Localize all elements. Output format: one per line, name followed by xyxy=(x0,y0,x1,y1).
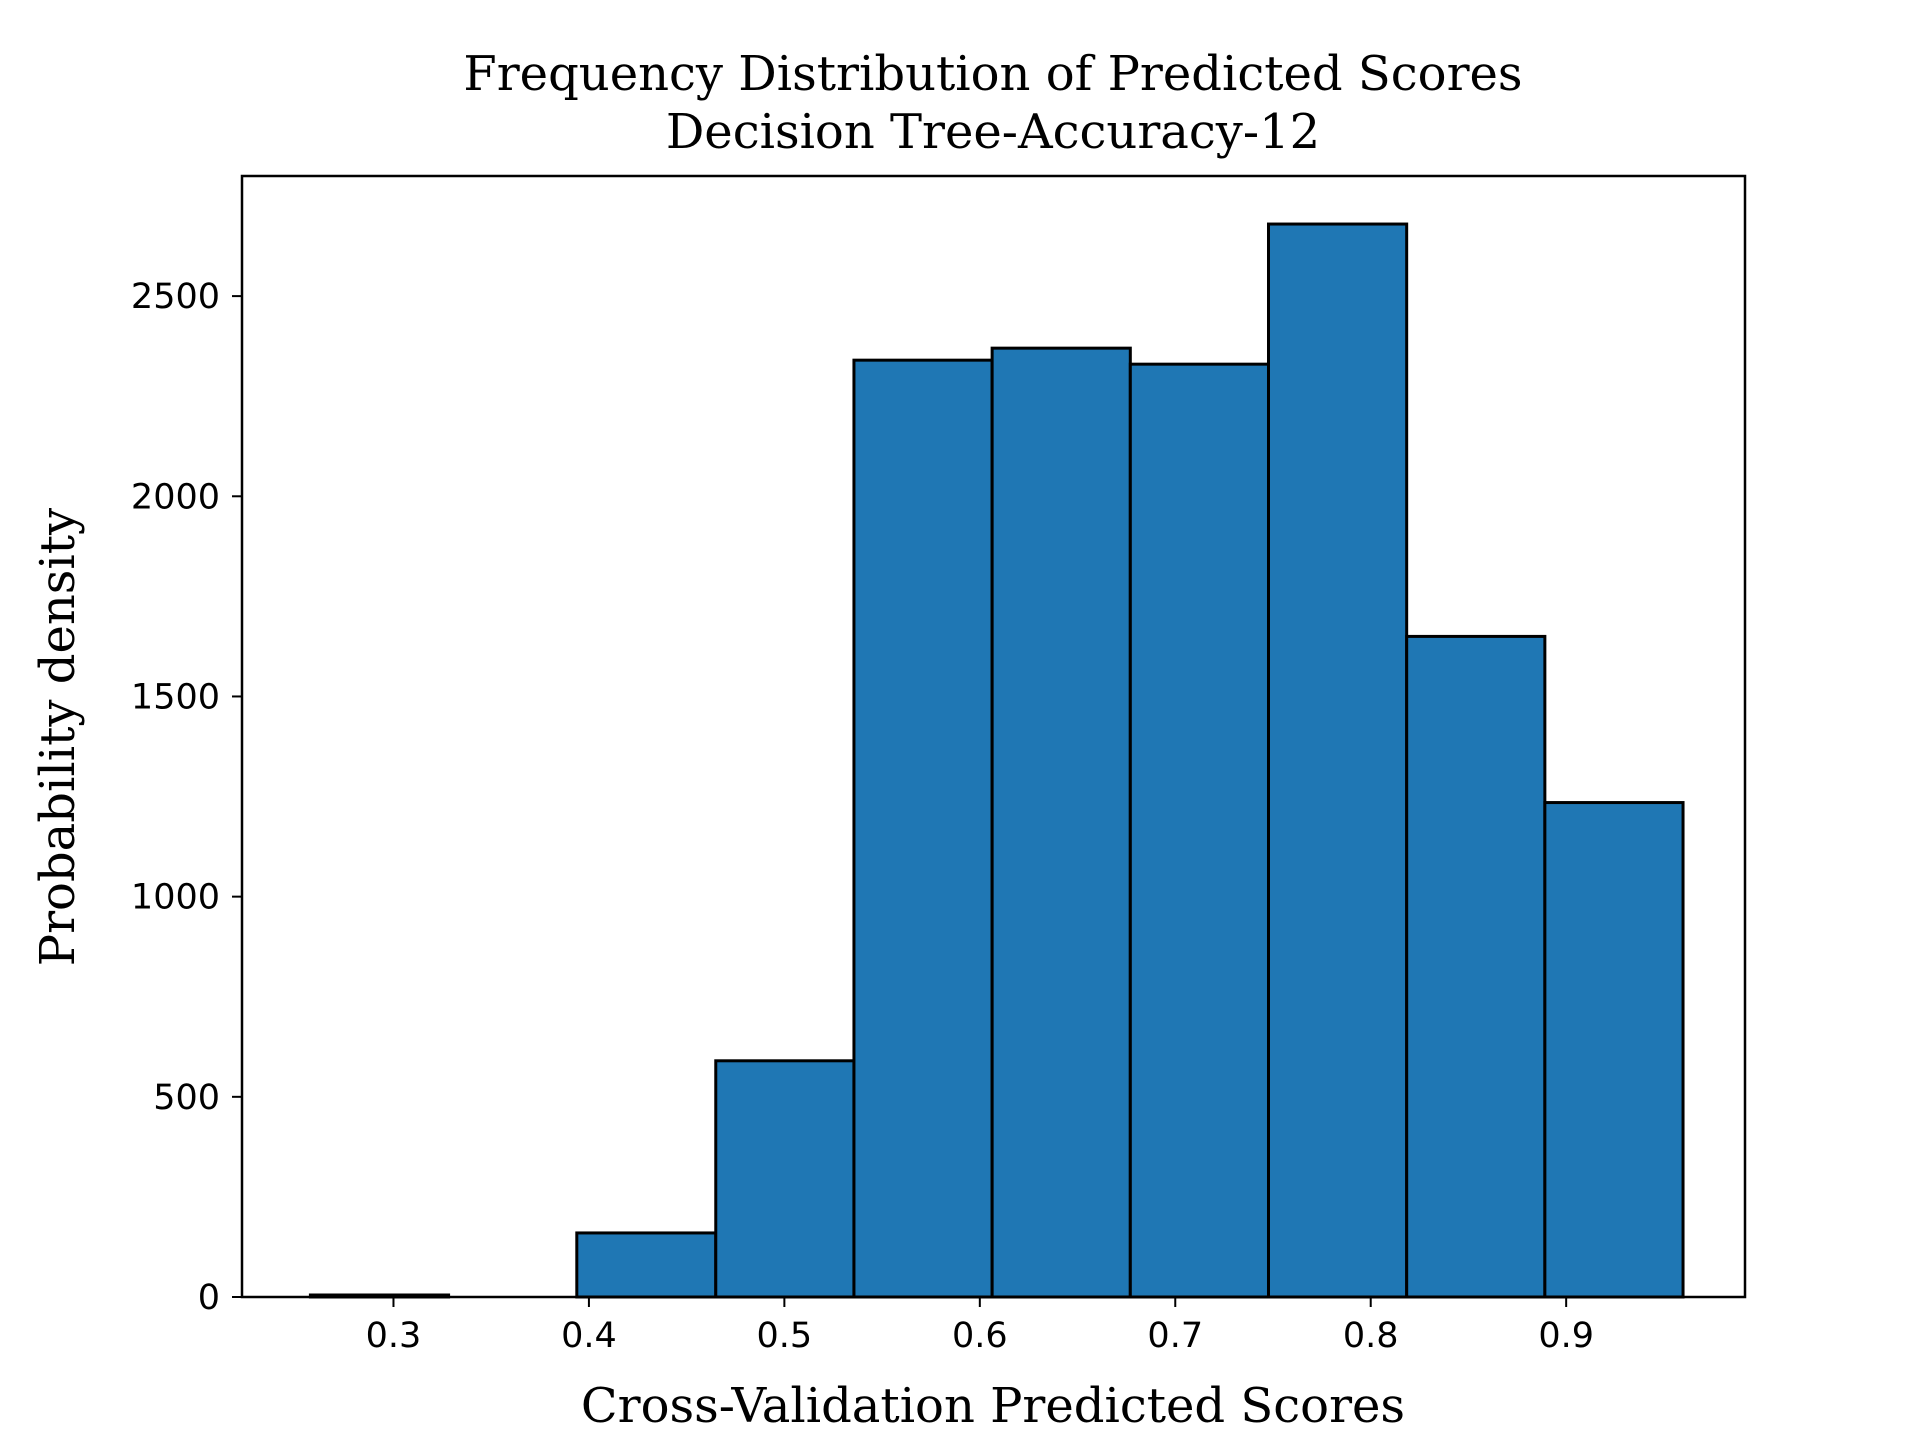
x-tick-label: 0.4 xyxy=(561,1316,617,1356)
x-tick-label: 0.9 xyxy=(1538,1316,1594,1356)
bars-group xyxy=(308,222,1685,1299)
y-tick-label: 0 xyxy=(198,1278,220,1318)
x-tick-label: 0.5 xyxy=(757,1316,813,1356)
histogram-bar xyxy=(714,1059,856,1299)
y-tick-label: 1000 xyxy=(131,878,220,918)
x-axis-ticks: 0.3 0.4 0.5 0.6 0.7 0.8 0.9 xyxy=(366,1297,1594,1356)
chart-subtitle: Decision Tree-Accuracy-12 xyxy=(666,104,1320,160)
x-tick-label: 0.3 xyxy=(366,1316,422,1356)
x-axis-label: Cross-Validation Predicted Scores xyxy=(581,1378,1405,1434)
y-tick-label: 2500 xyxy=(131,277,220,317)
histogram-bar xyxy=(1543,801,1685,1299)
y-axis-ticks: 0 500 1000 1500 2000 2500 xyxy=(131,277,242,1318)
x-tick-label: 0.8 xyxy=(1343,1316,1399,1356)
x-tick-label: 0.6 xyxy=(952,1316,1008,1356)
y-axis-label: Probability density xyxy=(30,508,86,966)
histogram-bar xyxy=(990,346,1132,1299)
y-tick-label: 500 xyxy=(153,1078,220,1118)
plot-area-frame xyxy=(240,174,1747,1299)
histogram-bar xyxy=(852,358,994,1299)
y-tick-label: 2000 xyxy=(131,477,220,517)
histogram-bar xyxy=(1128,362,1270,1299)
y-tick-label: 1500 xyxy=(131,677,220,717)
x-tick-label: 0.7 xyxy=(1147,1316,1203,1356)
chart-title: Frequency Distribution of Predicted Scor… xyxy=(463,46,1522,102)
histogram-bar xyxy=(575,1231,718,1299)
histogram-bar xyxy=(1266,222,1409,1299)
histogram-bar xyxy=(1405,634,1547,1299)
